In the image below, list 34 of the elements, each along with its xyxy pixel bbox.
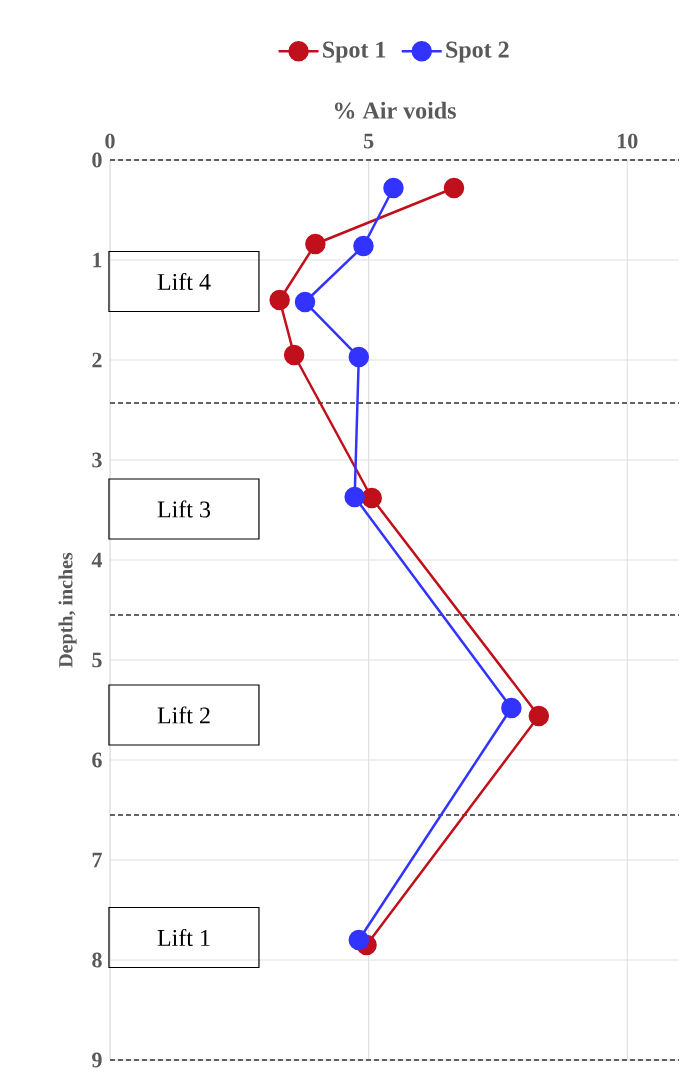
point [501, 697, 522, 719]
y-tick-label: 4 [91, 552, 103, 568]
annotation: Lift 3 [157, 500, 211, 518]
point [353, 235, 374, 257]
legend-label: Spot 1 [323, 41, 386, 63]
annotation: Lift 1 [157, 928, 210, 947]
point [348, 346, 370, 368]
x-tick-label: 10 [618, 133, 638, 149]
legend-label: Spot 2 [446, 41, 509, 63]
y-tick-label: 6 [92, 752, 102, 768]
annotation: Lift 4 [157, 272, 211, 291]
y-tick-label: 5 [92, 652, 102, 668]
point [344, 486, 366, 508]
point [269, 289, 291, 311]
point [528, 705, 550, 727]
point [294, 291, 316, 313]
y-axis-title: Depth, inches [58, 552, 77, 668]
point [305, 233, 326, 255]
y-tick-label: 2 [92, 352, 102, 368]
y-tick-label: 0 [92, 152, 102, 168]
point [284, 344, 305, 366]
x-tick-label: 5 [364, 133, 374, 149]
point [443, 177, 465, 199]
point [348, 929, 370, 951]
annotation: Lift 2 [157, 706, 210, 724]
y-tick-label: 1 [93, 252, 102, 268]
point [383, 177, 404, 199]
y-tick-label: 8 [92, 952, 102, 968]
y-tick-label: 9 [92, 1052, 102, 1068]
x-axis-title: % Air voids [335, 101, 457, 119]
x-tick-label: 0 [105, 133, 115, 149]
point [361, 487, 383, 509]
y-tick-label: 7 [92, 852, 103, 868]
y-tick-label: 3 [92, 452, 102, 468]
